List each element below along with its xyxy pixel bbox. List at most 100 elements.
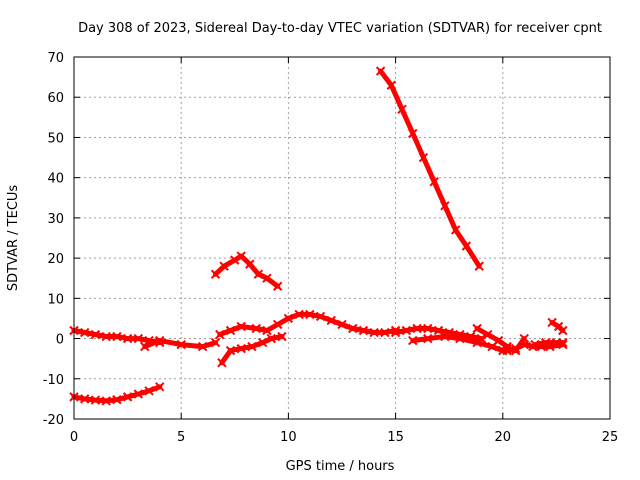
- series-track-5: [217, 331, 287, 368]
- data-point: [112, 394, 122, 405]
- data-point: [283, 313, 294, 324]
- data-point: [397, 104, 407, 114]
- data-point: [245, 259, 255, 269]
- data-point: [197, 341, 208, 352]
- data-point: [530, 339, 540, 350]
- data-point: [472, 337, 482, 348]
- data-point: [272, 281, 283, 291]
- data-point: [257, 337, 268, 348]
- data-point: [326, 315, 336, 326]
- data-point: [519, 333, 529, 344]
- data-point: [348, 323, 358, 334]
- data-point: [266, 333, 276, 344]
- x-tick-label: 0: [70, 430, 78, 445]
- y-tick-label: 10: [47, 292, 64, 307]
- data-point: [140, 341, 150, 352]
- plot-frame: [73, 56, 611, 420]
- series-track-14: [530, 337, 568, 350]
- chart-title: Day 308 of 2023, Sidereal Day-to-day VTE…: [78, 21, 602, 36]
- data-point: [217, 357, 227, 368]
- data-series: [69, 66, 568, 406]
- data-point: [412, 323, 422, 334]
- y-tick-label: 60: [47, 91, 64, 106]
- data-point: [101, 331, 111, 342]
- data-point: [423, 323, 433, 334]
- data-point: [236, 343, 246, 354]
- x-tick-label: 20: [495, 430, 512, 445]
- data-point: [80, 394, 90, 404]
- data-point: [133, 333, 144, 344]
- series-track-13: [547, 317, 568, 336]
- axis-ticks: 0 5 10 15 20 25 -20 -10 0 10 20 30 40 50 60 70: [43, 51, 619, 445]
- data-point: [80, 327, 90, 338]
- data-point: [305, 309, 315, 320]
- data-point: [90, 395, 101, 405]
- data-point: [502, 343, 512, 354]
- series-track-6: [215, 309, 401, 340]
- data-point: [155, 335, 165, 346]
- data-point: [337, 319, 347, 330]
- data-point: [474, 261, 484, 271]
- data-point: [472, 323, 482, 334]
- data-point: [272, 319, 283, 330]
- data-point: [277, 331, 287, 342]
- data-point: [440, 331, 450, 342]
- data-point: [380, 327, 390, 338]
- series-track-7: [375, 66, 484, 271]
- data-point: [390, 327, 401, 338]
- grid: [74, 57, 610, 419]
- data-point: [176, 339, 186, 350]
- data-point: [423, 333, 433, 344]
- data-point: [133, 389, 144, 399]
- data-point: [461, 241, 472, 251]
- data-point: [122, 392, 133, 402]
- data-point: [450, 225, 461, 235]
- data-point: [294, 309, 304, 320]
- data-point: [225, 325, 236, 336]
- data-point: [262, 325, 272, 336]
- data-point: [375, 66, 386, 76]
- data-point: [358, 325, 369, 336]
- data-point: [418, 152, 429, 163]
- data-point: [144, 386, 154, 396]
- y-tick-label: 20: [47, 252, 64, 267]
- data-point: [540, 337, 551, 348]
- x-tick-label: 10: [280, 430, 297, 445]
- y-tick-label: 0: [56, 333, 64, 348]
- data-point: [225, 345, 236, 356]
- data-point: [90, 329, 101, 340]
- data-point: [493, 335, 504, 346]
- x-axis-label: GPS time / hours: [286, 459, 395, 474]
- series-track-4: [210, 251, 283, 291]
- y-tick-label: -10: [43, 373, 64, 388]
- series-track-3: [140, 335, 221, 352]
- y-tick-label: 70: [47, 51, 64, 66]
- data-point: [369, 327, 379, 338]
- series-line: [532, 340, 566, 348]
- data-point: [236, 251, 246, 261]
- x-tick-label: 25: [602, 430, 619, 445]
- data-point: [386, 80, 397, 90]
- data-point: [210, 337, 221, 348]
- data-point: [155, 382, 165, 392]
- series-track-12: [502, 333, 529, 356]
- data-point: [112, 331, 122, 342]
- data-point: [122, 333, 133, 344]
- data-point: [101, 396, 111, 406]
- x-tick-label: 5: [177, 430, 185, 445]
- data-point: [219, 261, 229, 271]
- data-point: [401, 325, 412, 336]
- y-tick-label: 30: [47, 212, 64, 227]
- data-point: [408, 335, 418, 346]
- data-point: [236, 321, 246, 332]
- data-point: [262, 273, 272, 283]
- data-point: [247, 341, 257, 352]
- y-tick-label: -20: [43, 413, 64, 428]
- data-point: [558, 325, 568, 336]
- data-point: [210, 269, 221, 279]
- data-point: [408, 128, 418, 139]
- y-axis-label: SDTVAR / TECUs: [6, 185, 21, 292]
- data-point: [455, 333, 465, 344]
- data-point: [547, 317, 557, 328]
